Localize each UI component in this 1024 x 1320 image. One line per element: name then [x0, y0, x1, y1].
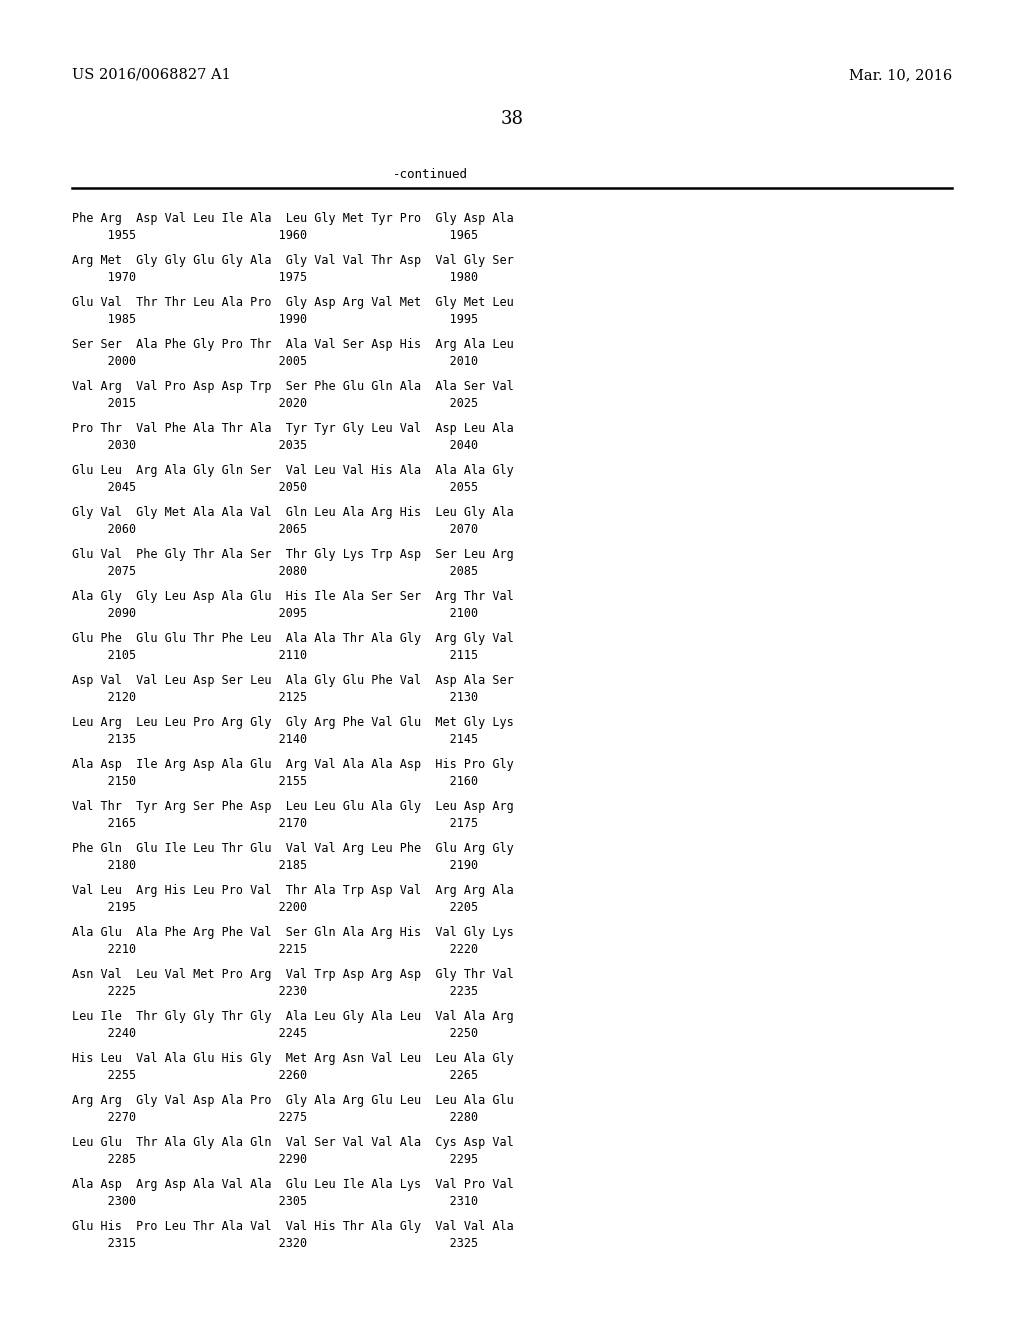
Text: Ala Glu  Ala Phe Arg Phe Val  Ser Gln Ala Arg His  Val Gly Lys: Ala Glu Ala Phe Arg Phe Val Ser Gln Ala …: [72, 927, 514, 939]
Text: Leu Glu  Thr Ala Gly Ala Gln  Val Ser Val Val Ala  Cys Asp Val: Leu Glu Thr Ala Gly Ala Gln Val Ser Val …: [72, 1137, 514, 1148]
Text: Phe Gln  Glu Ile Leu Thr Glu  Val Val Arg Leu Phe  Glu Arg Gly: Phe Gln Glu Ile Leu Thr Glu Val Val Arg …: [72, 842, 514, 855]
Text: 2285                    2290                    2295: 2285 2290 2295: [72, 1152, 478, 1166]
Text: 1970                    1975                    1980: 1970 1975 1980: [72, 271, 478, 284]
Text: -continued: -continued: [392, 168, 468, 181]
Text: Ala Asp  Ile Arg Asp Ala Glu  Arg Val Ala Ala Asp  His Pro Gly: Ala Asp Ile Arg Asp Ala Glu Arg Val Ala …: [72, 758, 514, 771]
Text: 1985                    1990                    1995: 1985 1990 1995: [72, 313, 478, 326]
Text: US 2016/0068827 A1: US 2016/0068827 A1: [72, 69, 230, 82]
Text: 2000                    2005                    2010: 2000 2005 2010: [72, 355, 478, 368]
Text: 2180                    2185                    2190: 2180 2185 2190: [72, 859, 478, 873]
Text: Val Leu  Arg His Leu Pro Val  Thr Ala Trp Asp Val  Arg Arg Ala: Val Leu Arg His Leu Pro Val Thr Ala Trp …: [72, 884, 514, 898]
Text: 2060                    2065                    2070: 2060 2065 2070: [72, 523, 478, 536]
Text: 2165                    2170                    2175: 2165 2170 2175: [72, 817, 478, 830]
Text: 38: 38: [501, 110, 523, 128]
Text: 2225                    2230                    2235: 2225 2230 2235: [72, 985, 478, 998]
Text: 2255                    2260                    2265: 2255 2260 2265: [72, 1069, 478, 1082]
Text: Ala Asp  Arg Asp Ala Val Ala  Glu Leu Ile Ala Lys  Val Pro Val: Ala Asp Arg Asp Ala Val Ala Glu Leu Ile …: [72, 1177, 514, 1191]
Text: Ser Ser  Ala Phe Gly Pro Thr  Ala Val Ser Asp His  Arg Ala Leu: Ser Ser Ala Phe Gly Pro Thr Ala Val Ser …: [72, 338, 514, 351]
Text: Glu Val  Phe Gly Thr Ala Ser  Thr Gly Lys Trp Asp  Ser Leu Arg: Glu Val Phe Gly Thr Ala Ser Thr Gly Lys …: [72, 548, 514, 561]
Text: Val Thr  Tyr Arg Ser Phe Asp  Leu Leu Glu Ala Gly  Leu Asp Arg: Val Thr Tyr Arg Ser Phe Asp Leu Leu Glu …: [72, 800, 514, 813]
Text: 2015                    2020                    2025: 2015 2020 2025: [72, 397, 478, 411]
Text: 2195                    2200                    2205: 2195 2200 2205: [72, 902, 478, 913]
Text: 2075                    2080                    2085: 2075 2080 2085: [72, 565, 478, 578]
Text: His Leu  Val Ala Glu His Gly  Met Arg Asn Val Leu  Leu Ala Gly: His Leu Val Ala Glu His Gly Met Arg Asn …: [72, 1052, 514, 1065]
Text: 2105                    2110                    2115: 2105 2110 2115: [72, 649, 478, 663]
Text: 1955                    1960                    1965: 1955 1960 1965: [72, 228, 478, 242]
Text: 2120                    2125                    2130: 2120 2125 2130: [72, 690, 478, 704]
Text: Asp Val  Val Leu Asp Ser Leu  Ala Gly Glu Phe Val  Asp Ala Ser: Asp Val Val Leu Asp Ser Leu Ala Gly Glu …: [72, 675, 514, 686]
Text: Ala Gly  Gly Leu Asp Ala Glu  His Ile Ala Ser Ser  Arg Thr Val: Ala Gly Gly Leu Asp Ala Glu His Ile Ala …: [72, 590, 514, 603]
Text: 2270                    2275                    2280: 2270 2275 2280: [72, 1111, 478, 1125]
Text: Leu Arg  Leu Leu Pro Arg Gly  Gly Arg Phe Val Glu  Met Gly Lys: Leu Arg Leu Leu Pro Arg Gly Gly Arg Phe …: [72, 715, 514, 729]
Text: Val Arg  Val Pro Asp Asp Trp  Ser Phe Glu Gln Ala  Ala Ser Val: Val Arg Val Pro Asp Asp Trp Ser Phe Glu …: [72, 380, 514, 393]
Text: 2150                    2155                    2160: 2150 2155 2160: [72, 775, 478, 788]
Text: Glu Leu  Arg Ala Gly Gln Ser  Val Leu Val His Ala  Ala Ala Gly: Glu Leu Arg Ala Gly Gln Ser Val Leu Val …: [72, 465, 514, 477]
Text: Mar. 10, 2016: Mar. 10, 2016: [849, 69, 952, 82]
Text: Glu His  Pro Leu Thr Ala Val  Val His Thr Ala Gly  Val Val Ala: Glu His Pro Leu Thr Ala Val Val His Thr …: [72, 1220, 514, 1233]
Text: Glu Phe  Glu Glu Thr Phe Leu  Ala Ala Thr Ala Gly  Arg Gly Val: Glu Phe Glu Glu Thr Phe Leu Ala Ala Thr …: [72, 632, 514, 645]
Text: 2090                    2095                    2100: 2090 2095 2100: [72, 607, 478, 620]
Text: 2300                    2305                    2310: 2300 2305 2310: [72, 1195, 478, 1208]
Text: 2135                    2140                    2145: 2135 2140 2145: [72, 733, 478, 746]
Text: 2030                    2035                    2040: 2030 2035 2040: [72, 440, 478, 451]
Text: Phe Arg  Asp Val Leu Ile Ala  Leu Gly Met Tyr Pro  Gly Asp Ala: Phe Arg Asp Val Leu Ile Ala Leu Gly Met …: [72, 213, 514, 224]
Text: Pro Thr  Val Phe Ala Thr Ala  Tyr Tyr Gly Leu Val  Asp Leu Ala: Pro Thr Val Phe Ala Thr Ala Tyr Tyr Gly …: [72, 422, 514, 436]
Text: 2240                    2245                    2250: 2240 2245 2250: [72, 1027, 478, 1040]
Text: Leu Ile  Thr Gly Gly Thr Gly  Ala Leu Gly Ala Leu  Val Ala Arg: Leu Ile Thr Gly Gly Thr Gly Ala Leu Gly …: [72, 1010, 514, 1023]
Text: 2045                    2050                    2055: 2045 2050 2055: [72, 480, 478, 494]
Text: 2315                    2320                    2325: 2315 2320 2325: [72, 1237, 478, 1250]
Text: Glu Val  Thr Thr Leu Ala Pro  Gly Asp Arg Val Met  Gly Met Leu: Glu Val Thr Thr Leu Ala Pro Gly Asp Arg …: [72, 296, 514, 309]
Text: Arg Met  Gly Gly Glu Gly Ala  Gly Val Val Thr Asp  Val Gly Ser: Arg Met Gly Gly Glu Gly Ala Gly Val Val …: [72, 253, 514, 267]
Text: Gly Val  Gly Met Ala Ala Val  Gln Leu Ala Arg His  Leu Gly Ala: Gly Val Gly Met Ala Ala Val Gln Leu Ala …: [72, 506, 514, 519]
Text: 2210                    2215                    2220: 2210 2215 2220: [72, 942, 478, 956]
Text: Asn Val  Leu Val Met Pro Arg  Val Trp Asp Arg Asp  Gly Thr Val: Asn Val Leu Val Met Pro Arg Val Trp Asp …: [72, 968, 514, 981]
Text: Arg Arg  Gly Val Asp Ala Pro  Gly Ala Arg Glu Leu  Leu Ala Glu: Arg Arg Gly Val Asp Ala Pro Gly Ala Arg …: [72, 1094, 514, 1107]
